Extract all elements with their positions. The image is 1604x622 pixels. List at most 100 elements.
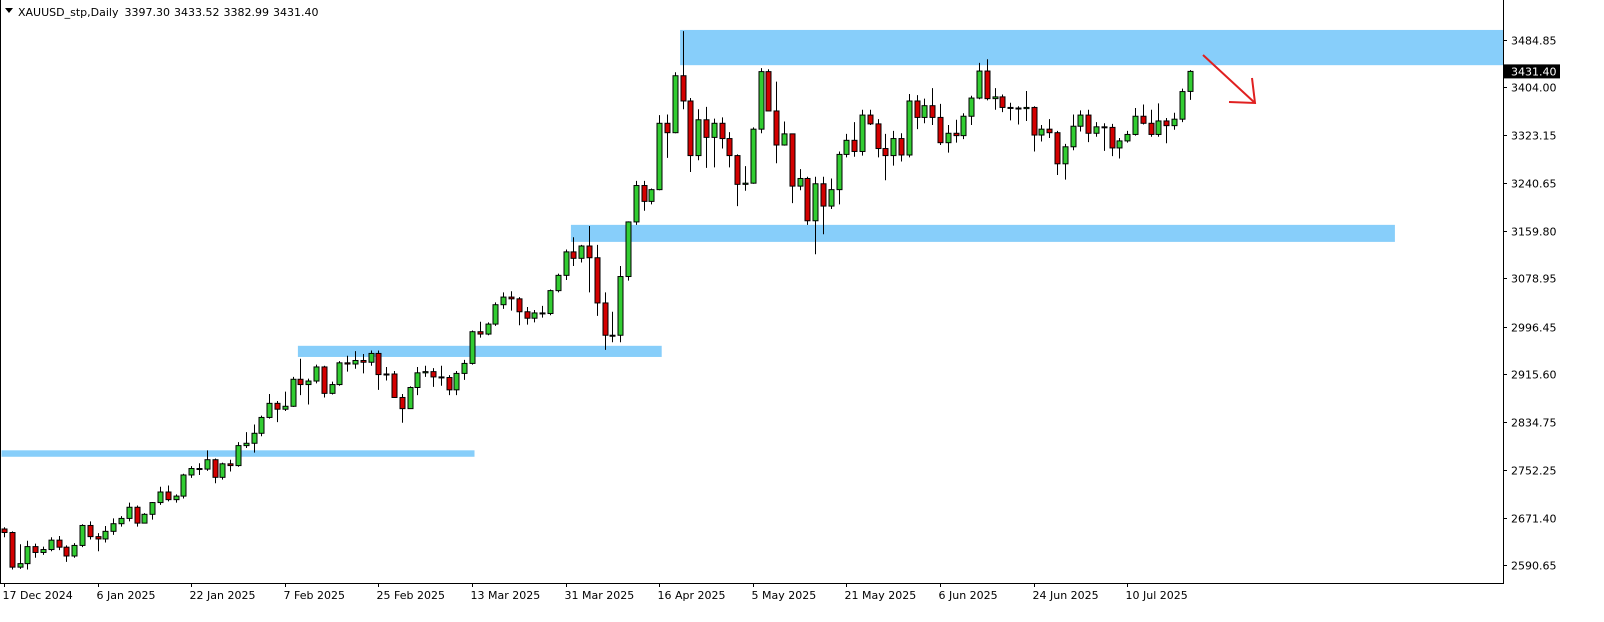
candle-body	[1109, 126, 1116, 149]
x-tick-label: 21 May 2025	[845, 589, 917, 602]
y-tick-label: 3484.85	[1511, 35, 1557, 48]
y-tick-label: 3404.00	[1511, 82, 1557, 95]
candle-body	[992, 96, 999, 100]
candle-body	[1101, 126, 1108, 129]
x-tick-label: 22 Jan 2025	[190, 589, 256, 602]
candle-body	[1070, 125, 1077, 148]
candle-body	[48, 539, 55, 551]
candle-body	[344, 362, 351, 365]
candle-body	[734, 155, 741, 185]
candle-body	[508, 296, 515, 300]
candle-body	[617, 276, 624, 336]
candle-body	[258, 416, 265, 434]
candle-body	[1077, 114, 1084, 127]
candle-body	[305, 380, 312, 386]
candle-body	[625, 221, 632, 278]
y-tick-label: 2590.65	[1511, 560, 1557, 573]
candle-body	[1155, 120, 1162, 135]
candle-body	[492, 304, 499, 325]
y-tick-label: 2752.25	[1511, 465, 1557, 478]
candle-body	[40, 549, 47, 553]
candle-body	[687, 100, 694, 157]
candle-body	[570, 251, 577, 259]
candle-body	[609, 334, 616, 337]
candle-body	[336, 362, 343, 386]
candle-body	[430, 371, 437, 378]
candle-body	[836, 153, 843, 191]
candle-body	[516, 298, 523, 313]
zone	[297, 345, 662, 357]
candle-body	[196, 468, 203, 471]
candle-body	[453, 372, 460, 391]
x-tick-label: 31 Mar 2025	[565, 589, 635, 602]
candle-body	[765, 71, 772, 112]
candle-body	[851, 139, 858, 152]
x-tick-label: 24 Jun 2025	[1033, 589, 1099, 602]
candle-body	[999, 96, 1006, 108]
candle-body	[1116, 140, 1123, 149]
candle-body	[414, 372, 421, 388]
candle-body	[1124, 133, 1131, 142]
candles	[1, 31, 1194, 570]
candle-body	[297, 378, 304, 386]
candle-body	[1038, 128, 1045, 136]
candle-body	[500, 296, 507, 306]
candle-body	[469, 331, 476, 364]
candle-body	[672, 75, 679, 134]
candle-body	[282, 405, 289, 410]
candle-body	[118, 517, 125, 525]
candle-body	[711, 122, 718, 138]
candle-body	[929, 105, 936, 118]
y-tick-label: 3159.80	[1511, 226, 1557, 239]
candle-body	[1132, 115, 1139, 135]
candle-body	[157, 491, 164, 504]
candle-body	[485, 323, 492, 335]
menu-triangle	[5, 8, 13, 13]
candle-body	[664, 122, 671, 134]
candle-body	[1007, 106, 1014, 109]
candle-body	[1187, 70, 1194, 92]
candle-body	[17, 563, 24, 568]
candle-body	[602, 302, 609, 336]
candle-body	[773, 110, 780, 146]
candle-body	[742, 182, 749, 185]
candle-body	[329, 384, 336, 394]
candle-body	[149, 502, 156, 515]
candle-body	[898, 138, 905, 156]
candle-body	[102, 530, 109, 540]
y-tick-label: 2671.40	[1511, 513, 1557, 526]
candle-body	[391, 373, 398, 398]
candle-body	[188, 468, 195, 476]
candle-body	[586, 245, 593, 259]
x-tick-label: 25 Feb 2025	[377, 589, 445, 602]
candle-body	[165, 491, 172, 501]
candle-body	[71, 544, 78, 557]
candle-body	[219, 463, 226, 478]
header-open: 3397.30	[124, 6, 170, 19]
x-tick-label: 17 Dec 2024	[3, 589, 73, 602]
candle-body	[313, 366, 320, 382]
candle-body	[63, 546, 70, 557]
candle-body	[750, 128, 757, 184]
candle-body	[446, 377, 453, 391]
candle-body	[882, 148, 889, 157]
candle-body	[360, 359, 367, 363]
candle-body	[383, 373, 390, 376]
candle-body	[695, 119, 702, 157]
candle-body	[227, 463, 234, 467]
header-low: 3382.99	[223, 6, 269, 19]
candle-body	[461, 362, 468, 374]
candle-body	[914, 100, 921, 118]
chart-header: XAUUSD_stp,Daily 3397.30 3433.52 3382.99 343…	[18, 6, 318, 19]
candle-body	[921, 105, 928, 118]
candle-body	[368, 352, 375, 363]
candle-body	[859, 114, 866, 152]
candle-body	[812, 183, 819, 222]
candle-body	[110, 523, 117, 532]
candle-body	[758, 71, 765, 130]
candle-body	[1163, 120, 1170, 127]
candle-body	[937, 116, 944, 144]
zone	[680, 29, 1503, 66]
